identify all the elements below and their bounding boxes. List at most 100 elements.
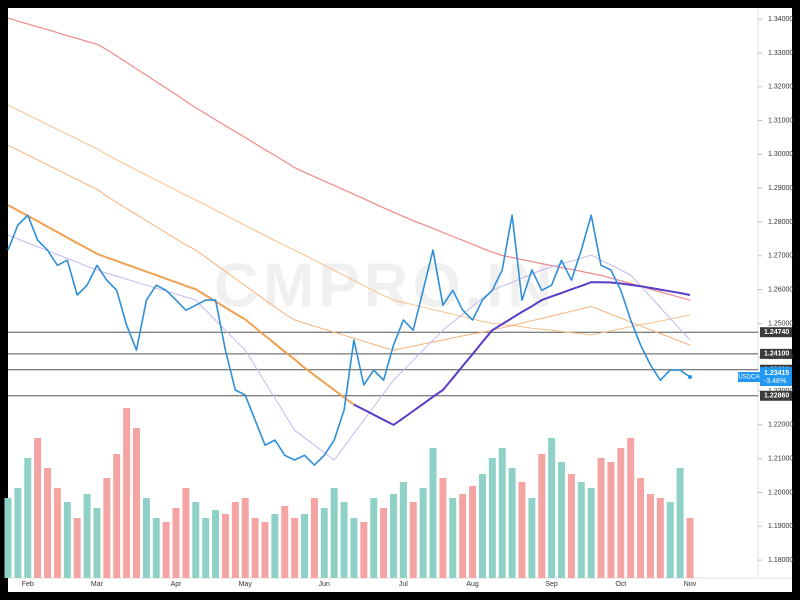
volume-bar — [538, 454, 546, 578]
volume-bar — [152, 518, 160, 578]
volume-bar — [350, 518, 358, 578]
volume-bar — [202, 518, 210, 578]
volume-bar — [123, 408, 131, 578]
volume-bar — [577, 482, 585, 578]
x-tick-label: Nov — [684, 581, 697, 588]
volume-bar — [686, 518, 694, 578]
volume-bar — [469, 486, 477, 578]
volume-bar — [518, 482, 526, 578]
price-label: 1.23415 — [764, 370, 789, 377]
y-tick-label: 1.32000 — [768, 84, 793, 91]
volume-bar — [63, 502, 71, 578]
volume-bar — [182, 488, 190, 578]
level-label-bg — [760, 327, 792, 338]
symbol-badge — [738, 372, 764, 383]
volume-bar — [548, 438, 556, 578]
volume-bar — [251, 518, 259, 578]
y-tick-label: 1.29000 — [768, 185, 793, 192]
volume-bar — [261, 522, 269, 578]
volume-bar — [676, 468, 684, 578]
volume-bar — [508, 468, 516, 578]
volume-bar — [360, 522, 368, 578]
x-tick-label: Sep — [545, 581, 558, 588]
volume-bar — [587, 488, 595, 578]
y-tick-label: 1.22000 — [768, 422, 793, 429]
level-label-bg — [760, 390, 792, 401]
volume-bar — [646, 494, 654, 578]
change-label: -3.46% — [764, 378, 786, 385]
volume-bar — [93, 508, 101, 578]
x-tick-label: Jun — [319, 581, 330, 588]
volume-bar — [192, 502, 200, 578]
volume-bar — [389, 494, 397, 578]
volume-bar — [14, 488, 22, 578]
volume-bar — [597, 458, 605, 578]
volume-bar — [172, 508, 180, 578]
y-tick-label: 1.34000 — [768, 16, 793, 23]
y-tick-label: 1.30000 — [768, 151, 793, 158]
volume-bar — [24, 458, 32, 578]
x-tick-label: Feb — [22, 581, 34, 588]
volume-bar — [409, 502, 417, 578]
price-badge — [760, 367, 792, 387]
volume-bar — [142, 498, 150, 578]
y-tick-label: 1.27000 — [768, 253, 793, 260]
x-tick-label: Aug — [466, 581, 479, 588]
volume-bar — [429, 448, 437, 578]
volume-bar — [103, 478, 111, 578]
y-tick-label: 1.20000 — [768, 489, 793, 496]
volume-bar — [132, 428, 140, 578]
volume-bar — [449, 498, 457, 578]
level-label: 1.24740 — [764, 329, 789, 336]
volume-bar — [4, 498, 12, 578]
volume-bar — [380, 508, 388, 578]
volume-bar — [231, 502, 239, 578]
volume-bar — [34, 438, 42, 578]
volume-bar — [44, 468, 52, 578]
volume-bar — [83, 494, 91, 578]
volume-bar — [291, 518, 299, 578]
volume-bar — [301, 514, 309, 578]
level-label: 1.24100 — [764, 351, 789, 358]
y-tick-label: 1.21000 — [768, 456, 793, 463]
y-tick-label: 1.19000 — [768, 523, 793, 530]
volume-bar — [281, 506, 289, 578]
volume-bar — [617, 448, 625, 578]
series-line — [7, 204, 355, 406]
volume-bar — [419, 488, 427, 578]
x-tick-label: Oct — [615, 581, 626, 588]
level-label: 1.22860 — [764, 393, 789, 400]
symbol-label: USDCAD — [738, 375, 764, 381]
y-tick-label: 1.25000 — [768, 320, 793, 327]
x-tick-label: Apr — [171, 581, 183, 588]
volume-bar — [528, 498, 536, 578]
series-line — [7, 214, 691, 466]
volume-bar — [627, 438, 635, 578]
y-tick-label: 1.28000 — [768, 219, 793, 226]
y-tick-label: 1.18000 — [768, 557, 793, 564]
volume-bar — [53, 488, 61, 578]
volume-bar — [221, 514, 229, 578]
volume-bar — [399, 482, 407, 578]
series-line — [353, 281, 691, 426]
level-label-bg — [760, 348, 792, 359]
y-tick-label: 1.26000 — [768, 286, 793, 293]
volume-bar — [113, 454, 121, 578]
x-tick-label: Jul — [399, 581, 408, 588]
volume-bar — [330, 488, 338, 578]
volume-bar — [666, 502, 674, 578]
volume-bar — [558, 462, 566, 578]
series-line — [7, 144, 691, 351]
volume-bar — [488, 458, 496, 578]
volume-bar — [607, 462, 615, 578]
volume-bar — [310, 498, 318, 578]
volume-bar — [656, 498, 664, 578]
volume-bar — [439, 478, 447, 578]
volume-bar — [478, 474, 486, 578]
watermark: CMPRO.IN — [214, 251, 556, 320]
volume-bar — [370, 498, 378, 578]
x-tick-label: May — [239, 581, 253, 588]
volume-bar — [162, 522, 170, 578]
series-line — [7, 234, 691, 461]
